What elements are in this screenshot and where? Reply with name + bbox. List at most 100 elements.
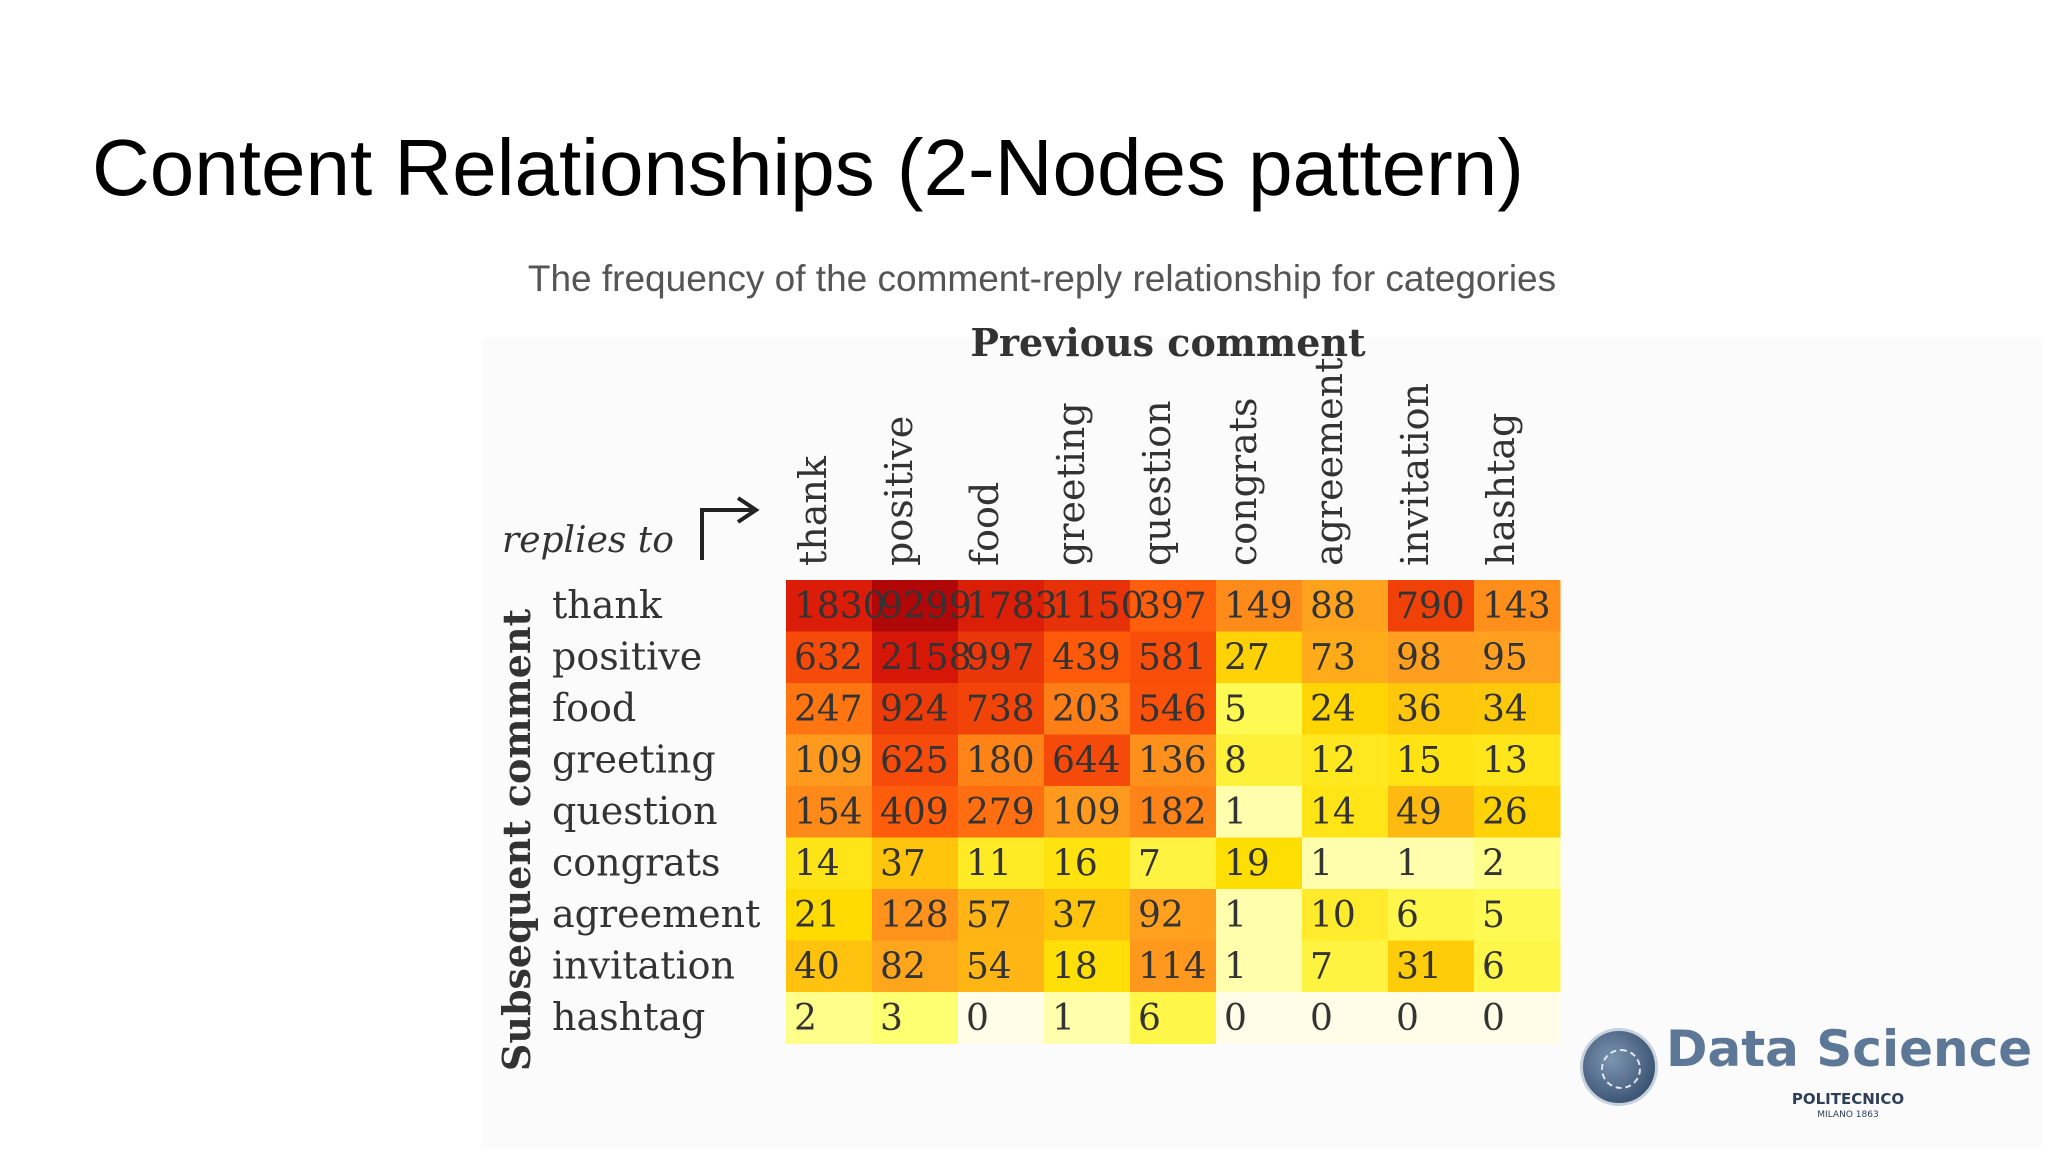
heatmap-cell — [958, 683, 1045, 735]
heatmap-value: 2158 — [880, 638, 972, 679]
heatmap-cell — [1130, 889, 1217, 941]
heatmap-value: 11 — [966, 844, 1012, 885]
logo-city-year: MILANO 1863 — [1817, 1110, 1879, 1120]
row-label: agreement — [552, 892, 760, 936]
heatmap-cell — [786, 940, 873, 993]
heatmap-value: 0 — [1482, 998, 1505, 1039]
column-label: positive — [877, 416, 921, 566]
heatmap-cell — [1302, 786, 1389, 838]
heatmap-value: 5 — [1224, 689, 1247, 730]
heatmap-cell — [1044, 992, 1131, 1044]
heatmap-value: 182 — [1138, 792, 1207, 833]
heatmap-cell — [1474, 580, 1561, 632]
heatmap-value: 0 — [966, 998, 989, 1039]
heatmap-value: 15 — [1396, 741, 1442, 782]
heatmap-cell — [1216, 992, 1303, 1044]
heatmap-value: 644 — [1052, 741, 1121, 782]
heatmap-cell — [1388, 734, 1475, 787]
heatmap-value: 73 — [1310, 638, 1356, 679]
heatmap-cell — [1388, 580, 1475, 632]
slide-title: Content Relationships (2-Nodes pattern) — [92, 123, 1524, 212]
heatmap-cell — [872, 631, 959, 684]
heatmap-value: 5 — [1482, 895, 1505, 936]
heatmap-cell — [872, 580, 959, 632]
heatmap-value: 1 — [1224, 947, 1247, 988]
heatmap-cell — [958, 631, 1045, 684]
column-label: thank — [791, 455, 835, 566]
heatmap-value: 12 — [1310, 741, 1356, 782]
heatmap-cell — [872, 992, 959, 1044]
heatmap-value: 82 — [880, 947, 926, 988]
heatmap-cell — [1388, 940, 1475, 993]
heatmap-value: 6 — [1138, 998, 1161, 1039]
heatmap-value: 10 — [1310, 895, 1356, 936]
row-label: food — [552, 686, 636, 730]
heatmap-cell — [958, 580, 1045, 632]
heatmap-cell — [1130, 992, 1217, 1044]
heatmap-value: 13 — [1482, 741, 1528, 782]
heatmap-value: 40 — [794, 947, 840, 988]
heatmap-value: 143 — [1482, 586, 1551, 627]
heatmap-cell — [786, 837, 873, 890]
heatmap-value: 34 — [1482, 689, 1528, 730]
heatmap-cell — [1302, 992, 1389, 1044]
column-label: greeting — [1049, 402, 1093, 566]
heatmap-value: 149 — [1224, 586, 1293, 627]
heatmap-value: 136 — [1138, 741, 1207, 782]
heatmap-value: 49 — [1396, 792, 1442, 833]
column-label: invitation — [1393, 383, 1437, 566]
heatmap-cell — [1388, 992, 1475, 1044]
heatmap-cell — [1388, 786, 1475, 838]
heatmap-cell — [1216, 837, 1303, 890]
arrow-up-right-icon — [700, 496, 760, 560]
heatmap-cell — [1216, 889, 1303, 941]
column-label: question — [1135, 400, 1179, 566]
logo-subtitle: POLITECNICO — [1791, 1090, 1905, 1108]
heatmap-cell — [872, 786, 959, 838]
heatmap-value: 57 — [966, 895, 1012, 936]
heatmap-cell — [1044, 734, 1131, 787]
column-labels: thank positive food greeting question congrat… — [791, 358, 1523, 566]
heatmap-cell — [1474, 992, 1561, 1044]
heatmap-cell — [1388, 837, 1475, 890]
heatmap-value: 98 — [1396, 638, 1442, 679]
heatmap-value: 1 — [1224, 792, 1247, 833]
heatmap-value: 24 — [1310, 689, 1356, 730]
heatmap-cell — [786, 734, 873, 787]
heatmap-value: 1 — [1396, 844, 1419, 885]
heatmap-cell — [1216, 631, 1303, 684]
heatmap-value: 738 — [966, 689, 1035, 730]
row-labels: thank positive food greeting question congrat… — [552, 583, 760, 1039]
heatmap-value: 37 — [1052, 895, 1098, 936]
heatmap-cell — [1044, 580, 1131, 632]
heatmap-cell — [958, 992, 1045, 1044]
heatmap-cell — [1044, 631, 1131, 684]
heatmap-value: 439 — [1052, 638, 1121, 679]
heatmap-cell — [1130, 580, 1217, 632]
heatmap-value: 581 — [1138, 638, 1207, 679]
heatmap-cells — [786, 580, 1561, 1044]
heatmap-value: 114 — [1138, 947, 1207, 988]
heatmap-value: 790 — [1396, 586, 1465, 627]
heatmap-value: 625 — [880, 741, 949, 782]
heatmap-value: 6 — [1482, 947, 1505, 988]
data-science-logo: Data Science POLITECNICO MILANO 1863 — [1580, 1020, 2032, 1130]
heatmap-value: 21 — [794, 895, 840, 936]
heatmap-cell — [1044, 837, 1131, 890]
heatmap-cell — [1044, 889, 1131, 941]
heatmap-value: 2 — [794, 998, 817, 1039]
heatmap-value: 27 — [1224, 638, 1270, 679]
heatmap-value: 18 — [1052, 947, 1098, 988]
heatmap-cell — [786, 889, 873, 941]
heatmap-cell — [786, 683, 873, 735]
heatmap-value: 3 — [880, 998, 903, 1039]
column-label: congrats — [1221, 397, 1265, 566]
heatmap-value: 0 — [1310, 998, 1333, 1039]
heatmap-value: 88 — [1310, 586, 1356, 627]
heatmap-value: 1 — [1052, 998, 1075, 1039]
heatmap-value: 92 — [1138, 895, 1184, 936]
heatmap-value: 1783 — [966, 586, 1058, 627]
row-label: positive — [552, 635, 702, 679]
slide-subtitle: The frequency of the comment-reply relat… — [527, 258, 1557, 299]
heatmap-cell — [1130, 683, 1217, 735]
